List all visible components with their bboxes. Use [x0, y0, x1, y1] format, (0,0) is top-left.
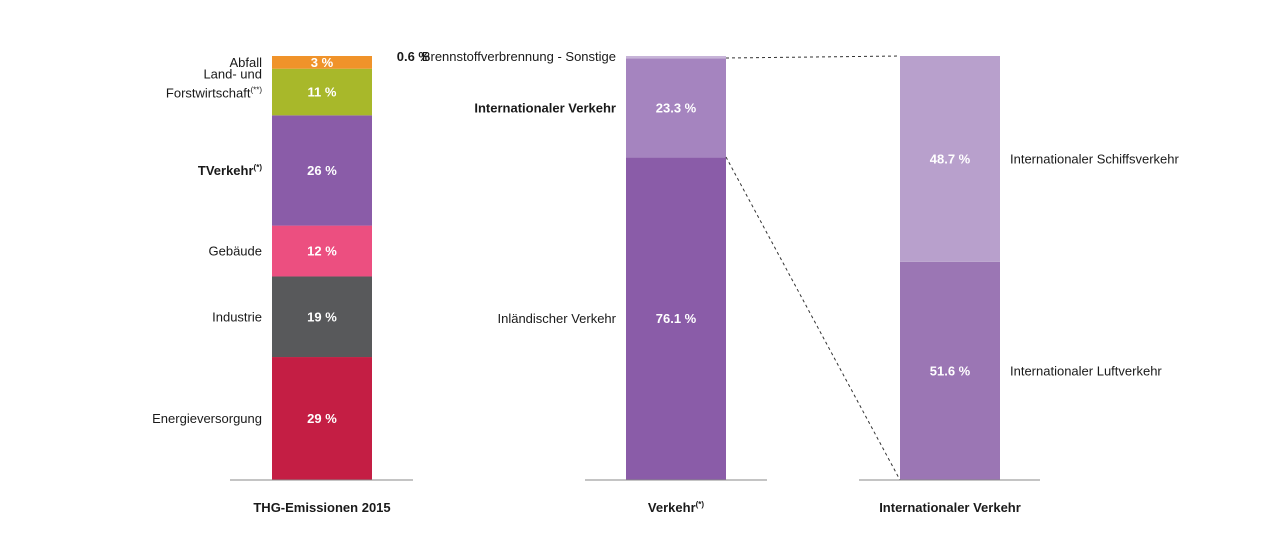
segment-label-land-line2: Forstwirtschaft(**) [166, 86, 262, 101]
segment-label-luft: Internationaler Luftverkehr [1010, 363, 1162, 378]
value-label-schiff: 48.7 % [930, 151, 971, 166]
connector-bottom [725, 156, 901, 481]
segment-label-energie: Energieversorgung [152, 411, 262, 426]
axis-label-3: Internationaler Verkehr [879, 500, 1021, 515]
bar-segment-inland [626, 157, 726, 480]
bar-segment-verkehr [272, 115, 372, 226]
segment-label-industrie: Industrie [212, 309, 262, 324]
axis-label-2: Verkehr(*) [648, 500, 704, 515]
value-label-brennstoff: 0.6 % [397, 49, 431, 64]
value-label-land: 11 % [308, 85, 337, 100]
value-label-gebaeude: 12 % [307, 244, 337, 259]
bar-segment-schiff [900, 56, 1000, 262]
labels-layer: 29 % Energieversorgung 19 % Industrie 12 % Ge… [152, 49, 1179, 515]
bar-segment-gebaeude [272, 225, 372, 277]
segment-label-brennstoff: Brennstoffverbrennung - Sonstige [422, 49, 616, 64]
bar-segment-land [272, 68, 372, 116]
bar-segment-energie [272, 357, 372, 480]
bar-segment-abfall [272, 56, 372, 69]
value-label-industrie: 19 % [307, 309, 337, 324]
bars-layer [272, 56, 1000, 480]
segment-label-abfall: Abfall [229, 55, 262, 70]
bar-segment-brennstoff [626, 56, 726, 59]
segment-label-schiff: Internationaler Schiffsverkehr [1010, 151, 1180, 166]
segment-label-land: Land- und [203, 67, 262, 82]
value-label-verkehr: 26 % [307, 163, 337, 178]
segment-label-verkehr: TVerkehr(*) [198, 163, 262, 178]
segment-label-intl: Internationaler Verkehr [474, 100, 616, 115]
value-label-intl: 23.3 % [656, 100, 697, 115]
value-label-abfall: 3 % [311, 55, 334, 70]
axis-label-1: THG-Emissionen 2015 [253, 500, 390, 515]
segment-label-inland: Inländischer Verkehr [497, 311, 616, 326]
connector-top [725, 55, 901, 59]
segment-label-gebaeude: Gebäude [209, 244, 263, 259]
bar-segment-intl [626, 58, 726, 158]
value-label-inland: 76.1 % [656, 311, 697, 326]
value-label-luft: 51.6 % [930, 363, 971, 378]
value-label-energie: 29 % [307, 411, 337, 426]
bar-segment-luft [900, 261, 1000, 480]
bar-segment-industrie [272, 276, 372, 358]
connector-lines [725, 55, 901, 481]
